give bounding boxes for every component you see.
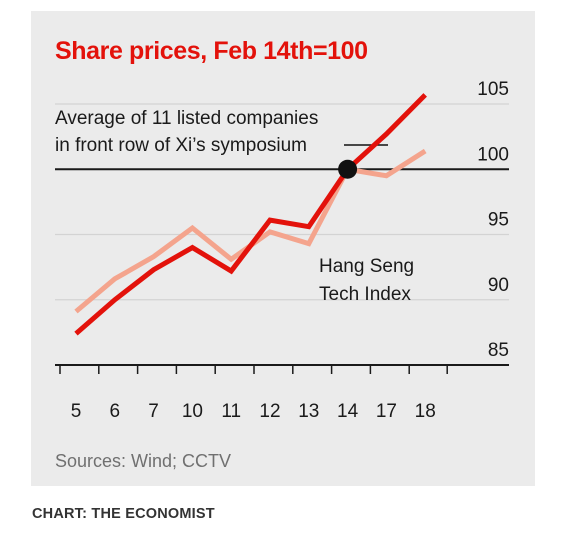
- x-tick-label: 14: [337, 401, 359, 422]
- x-tick-label: 10: [182, 401, 203, 422]
- x-tick-label: 11: [221, 401, 241, 422]
- source-note: Sources: Wind; CCTV: [55, 451, 231, 471]
- y-tick-label: 90: [488, 275, 509, 296]
- series-label-average: in front row of Xi’s symposium: [55, 135, 307, 156]
- chart-title: Share prices, Feb 14th=100: [55, 37, 368, 65]
- y-tick-label: 95: [488, 210, 509, 231]
- series-label-hang-seng: Tech Index: [319, 284, 411, 305]
- series-label-average: Average of 11 listed companies: [55, 108, 318, 129]
- x-tick-label: 13: [298, 401, 319, 422]
- y-tick-label: 105: [477, 79, 509, 100]
- x-tick-label: 12: [259, 401, 280, 422]
- series-label-hang-seng: Hang Seng: [319, 256, 414, 277]
- x-tick-label: 18: [415, 401, 436, 422]
- highlight-point: [338, 159, 358, 179]
- chart-credit: CHART: THE ECONOMIST: [32, 506, 215, 522]
- x-tick-label: 5: [71, 401, 82, 422]
- x-tick-label: 17: [376, 401, 397, 422]
- series-line-average: [74, 93, 427, 336]
- chart-svg: Share prices, Feb 14th=100 859095100105A…: [55, 37, 509, 471]
- y-tick-label: 85: [488, 340, 509, 361]
- x-tick-label: 7: [148, 401, 159, 422]
- chart-panel: Share prices, Feb 14th=100 85 90 95 100 105 A…: [31, 11, 535, 486]
- y-tick-label: 100: [477, 144, 509, 165]
- x-tick-label: 6: [110, 401, 121, 422]
